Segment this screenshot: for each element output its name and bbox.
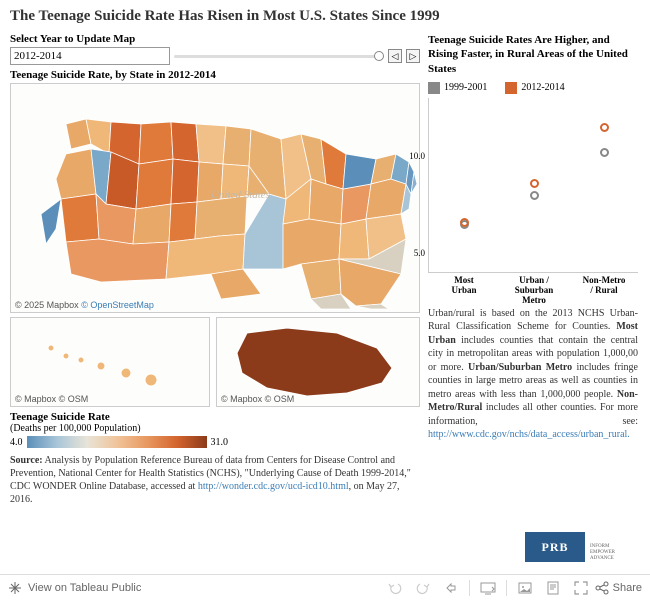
map-watermark: United States [211,189,270,201]
legend-item: 1999-2001 [428,82,487,94]
year-slider[interactable] [174,55,384,58]
scatter-legend: 1999-2001 2012-2014 [428,82,638,94]
source-text: Source: Analysis by Population Reference… [10,454,420,506]
prev-button[interactable]: ◁ [388,49,402,63]
year-input[interactable] [10,47,170,65]
color-legend: Teenage Suicide Rate (Deaths per 100,000… [10,411,420,448]
description: Urban/rural is based on the 2013 NCHS Ur… [428,307,638,442]
map-attribution: © 2025 Mapbox © OpenStreetMap [15,300,154,310]
page-title: The Teenage Suicide Rate Has Risen in Mo… [10,8,640,25]
legend-subtitle: (Deaths per 100,000 Population) [10,423,420,434]
data-point[interactable] [460,218,469,227]
map-attribution-ak: © Mapbox © OSM [221,394,294,404]
map-main[interactable]: United States © 2025 Mapbox © OpenStreet… [10,83,420,313]
tableau-toolbar: View on Tableau Public Share [0,574,650,600]
source-link[interactable]: http://wonder.cdc.gov/ucd-icd10.html [198,481,349,492]
share-button[interactable]: Share [595,581,642,595]
legend-max: 31.0 [211,437,229,448]
data-point[interactable] [600,148,609,157]
data-point[interactable] [530,191,539,200]
scatter-title: Teenage Suicide Rates Are Higher, and Ri… [428,33,638,76]
map-attribution-hi: © Mapbox © OSM [15,394,88,404]
view-on-tableau-button[interactable]: View on Tableau Public [8,581,141,595]
reset-icon[interactable] [443,580,459,596]
year-selector-label: Select Year to Update Map [10,33,420,45]
legend-gradient [27,436,207,448]
image-icon[interactable] [517,580,533,596]
legend-min: 4.0 [10,437,23,448]
data-point[interactable] [530,179,539,188]
tableau-icon [8,581,22,595]
fullscreen-icon[interactable] [573,580,589,596]
map-hawaii[interactable]: © Mapbox © OSM [10,317,210,407]
map-subtitle: Teenage Suicide Rate, by State in 2012-2… [10,69,420,81]
slider-handle[interactable] [374,51,384,61]
device-icon[interactable] [480,580,496,596]
redo-icon[interactable] [415,580,431,596]
scatter-chart[interactable]: 5.010.0Most UrbanUrban / Suburban MetroN… [428,98,638,273]
map-alaska[interactable]: © Mapbox © OSM [216,317,420,407]
legend-item: 2012-2014 [505,82,564,94]
download-icon[interactable] [545,580,561,596]
desc-link[interactable]: http://www.cdc.gov/nchs/data_access/urba… [428,429,630,440]
osm-link[interactable]: © OpenStreetMap [81,300,154,310]
next-button[interactable]: ▷ [406,49,420,63]
share-icon [595,581,609,595]
undo-icon[interactable] [387,580,403,596]
legend-title: Teenage Suicide Rate [10,411,420,423]
data-point[interactable] [600,123,609,132]
prb-tagline: INFORM EMPOWER ADVANCE [590,544,640,562]
prb-logo: PRB [525,532,585,562]
